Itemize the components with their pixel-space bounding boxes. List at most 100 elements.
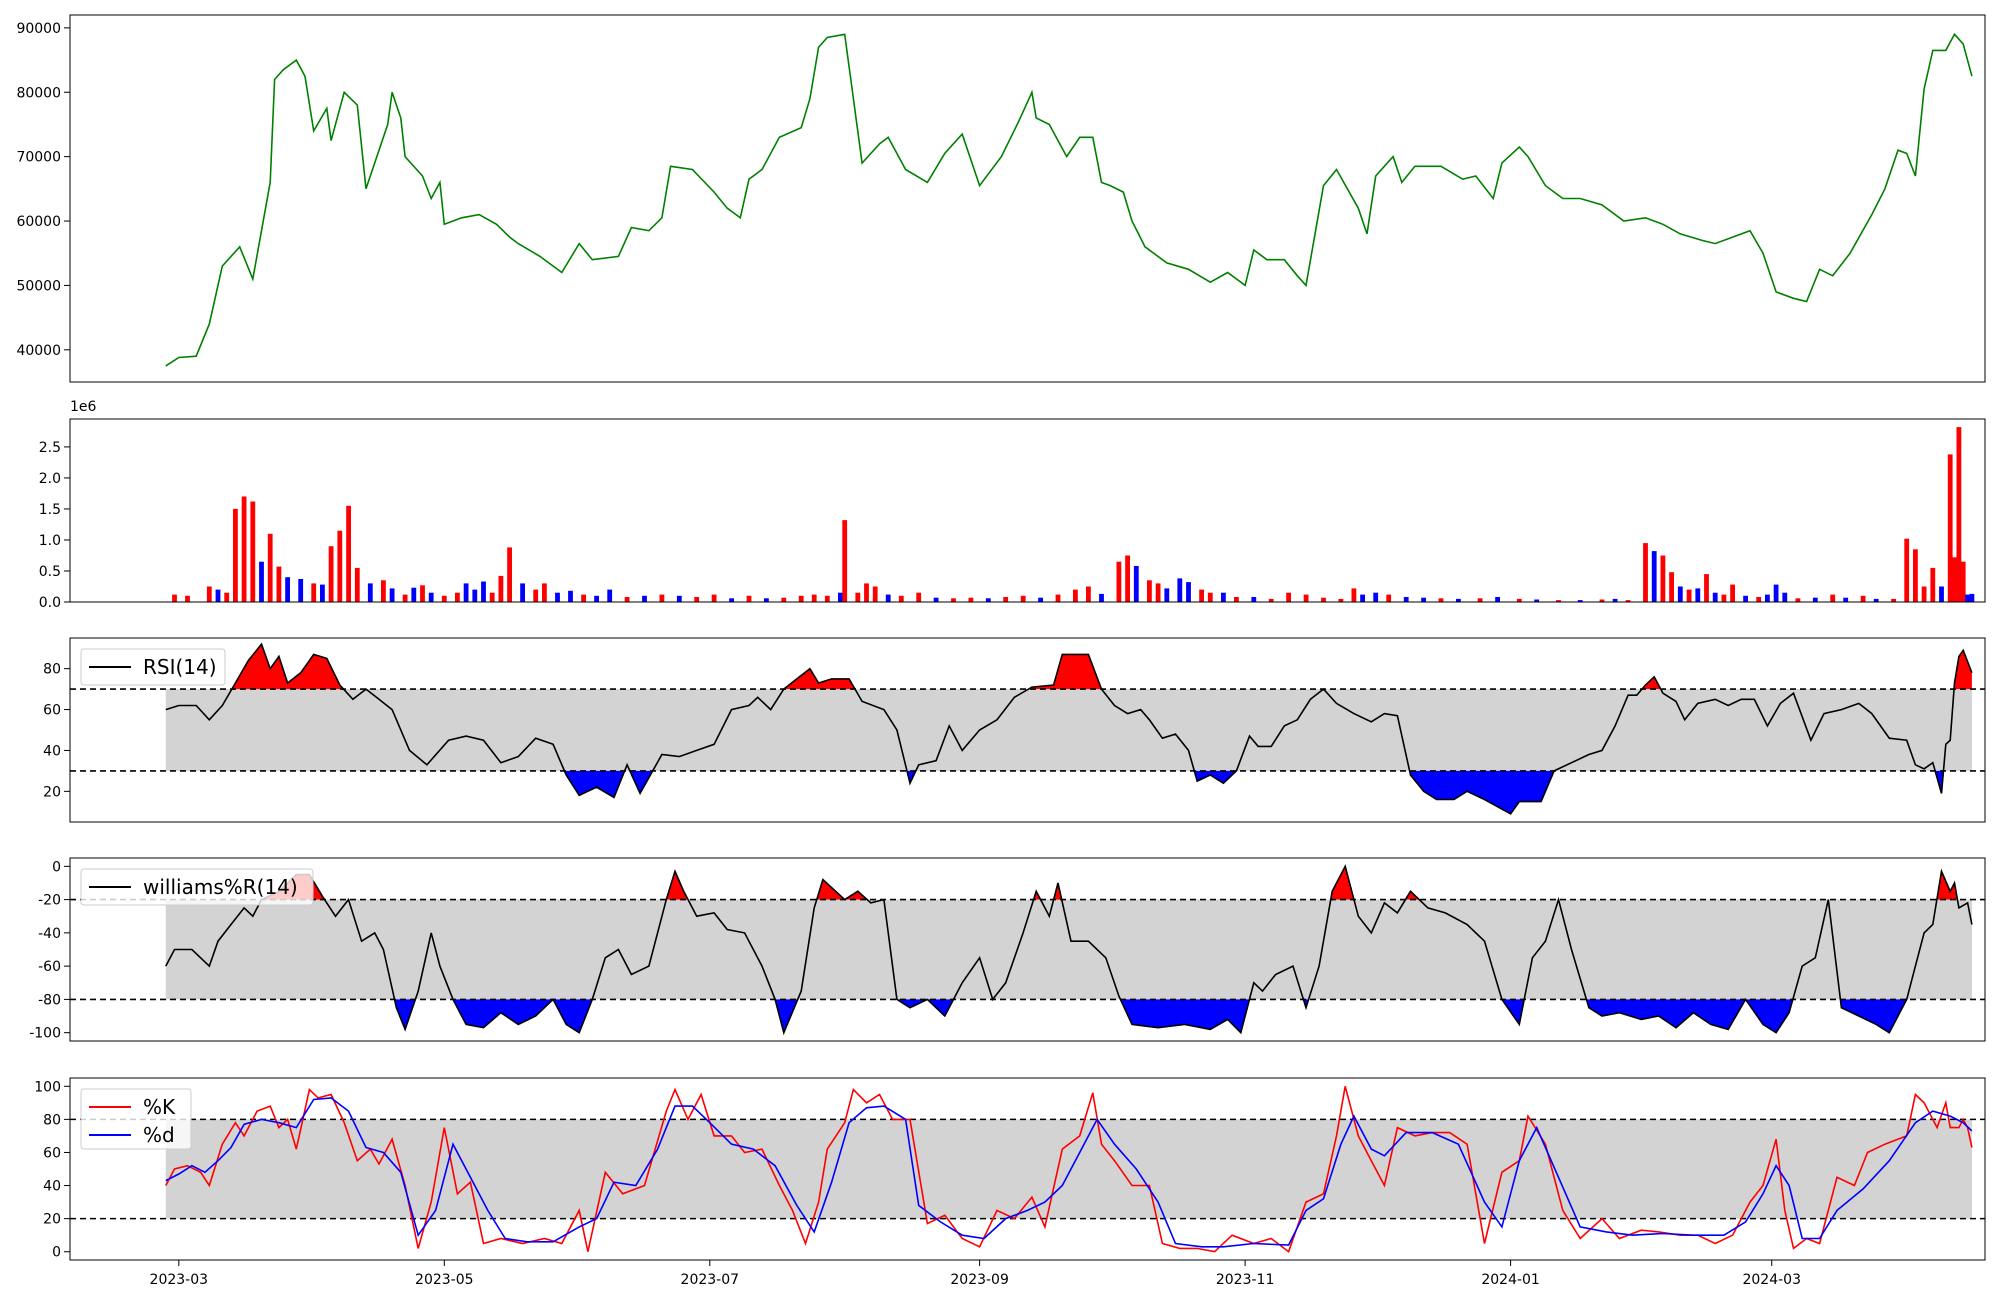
volume-bar: [1704, 574, 1709, 602]
volume-bar: [1843, 597, 1849, 602]
volume-bar: [241, 496, 247, 602]
volume-ytick-label: 0.0: [39, 595, 61, 611]
volume-bar: [172, 594, 177, 602]
stochastic-ytick-label: 0: [52, 1245, 61, 1261]
volume-ytick-label: 2.0: [39, 471, 61, 487]
volume-bar: [1612, 598, 1618, 602]
price-plot-area: [165, 32, 1973, 367]
volume-bar: [337, 530, 343, 602]
volume-bar: [1812, 597, 1818, 602]
volume-bar: [898, 595, 904, 602]
rsi-ytick-label: 20: [43, 784, 61, 800]
volume-bar: [1125, 555, 1130, 602]
volume-bar: [1321, 597, 1326, 602]
volume-bar: [233, 508, 238, 602]
volume-bar: [1830, 594, 1836, 602]
volume-bar: [1251, 597, 1257, 602]
williams-ytick-label: 0: [52, 859, 61, 875]
volume-bar: [206, 586, 212, 602]
volume-bar: [1199, 589, 1204, 602]
volume-bar: [624, 597, 630, 602]
williams-panel: williams%R(14) 0 -20 -40 -60 -80 -100: [29, 857, 1986, 1042]
volume-bar: [215, 589, 221, 602]
volume-bar: [1577, 600, 1583, 602]
volume-bar: [1939, 586, 1944, 602]
volume-bar: [1234, 597, 1239, 602]
volume-bar: [533, 589, 539, 602]
volume-bar: [1456, 598, 1461, 602]
volume-bar: [1730, 584, 1735, 602]
volume-bar: [1782, 592, 1788, 602]
volume-bar: [1003, 597, 1009, 602]
stochastic-legend-label: %d: [143, 1123, 175, 1147]
volume-bar: [838, 592, 843, 602]
volume-bar: [472, 589, 478, 602]
volume-bar: [1695, 588, 1701, 602]
volume-bar: [1147, 580, 1152, 602]
volume-bar: [520, 583, 525, 602]
volume-bar: [824, 595, 830, 602]
volume-bar: [1891, 598, 1896, 602]
volume-bar: [798, 595, 804, 602]
volume-bar: [250, 501, 256, 602]
volume-bar: [1351, 588, 1357, 602]
volume-bar: [354, 567, 360, 602]
volume-bar: [933, 597, 939, 602]
williams-ytick-label: -40: [38, 926, 61, 942]
volume-bar: [411, 587, 417, 602]
xtick-label: 2023-09: [950, 1272, 1009, 1288]
williams-ytick-label: -60: [38, 959, 61, 975]
volume-bar: [568, 590, 573, 602]
volume-bar: [1207, 592, 1213, 602]
volume-bar: [642, 595, 647, 602]
volume-bar: [855, 592, 861, 602]
volume-bar: [542, 583, 547, 602]
volume-bar: [711, 594, 717, 602]
volume-offset-label: 1e6: [70, 399, 97, 415]
volume-bar: [1073, 589, 1078, 602]
xtick-label: 2023-05: [415, 1272, 474, 1288]
volume-bar: [581, 594, 586, 602]
volume-ytick-label: 2.5: [39, 440, 61, 456]
price-frame: [69, 14, 1986, 383]
volume-bar: [1643, 543, 1648, 602]
volume-bar: [1556, 600, 1561, 602]
volume-bar: [259, 561, 264, 602]
volume-bar: [1625, 600, 1631, 602]
volume-bar: [694, 597, 700, 602]
volume-bar: [1020, 595, 1026, 602]
volume-bar: [1164, 588, 1170, 602]
volume-bar: [781, 597, 787, 602]
rsi-neutral-band: [165, 689, 1972, 771]
stochastic-ytick-label: 40: [43, 1179, 61, 1195]
williams-plot-area: [70, 864, 1985, 1036]
volume-bar: [1516, 598, 1522, 602]
price-ytick-label: 50000: [16, 278, 61, 294]
volume-bar: [1303, 594, 1309, 602]
volume-bar: [1495, 597, 1500, 602]
stochastic-ytick-label: 80: [43, 1112, 61, 1128]
volume-bar: [1721, 594, 1727, 602]
volume-bar: [1055, 594, 1061, 602]
volume-bar: [1116, 561, 1122, 602]
stochastic-frame: [69, 1077, 1986, 1261]
xtick-label: 2023-07: [681, 1272, 740, 1288]
volume-bar: [489, 592, 495, 602]
volume-bar: [1268, 598, 1274, 602]
williams-ytick-label: -100: [29, 1026, 61, 1042]
volume-bar: [185, 595, 190, 602]
volume-bar: [1438, 598, 1444, 602]
volume-bar: [555, 592, 560, 602]
volume-ytick-label: 1.5: [39, 502, 61, 518]
volume-bar: [1795, 598, 1801, 602]
williams-ytick-label: -80: [38, 992, 61, 1008]
volume-bar: [1756, 597, 1762, 602]
rsi-legend-box: [80, 648, 226, 686]
volume-bar: [346, 505, 351, 602]
volume-bar: [1952, 557, 1957, 602]
volume-bar: [1373, 592, 1379, 602]
volume-bar: [1599, 599, 1605, 602]
volume-ytick-label: 1.0: [39, 533, 61, 549]
volume-bar: [1099, 593, 1104, 602]
